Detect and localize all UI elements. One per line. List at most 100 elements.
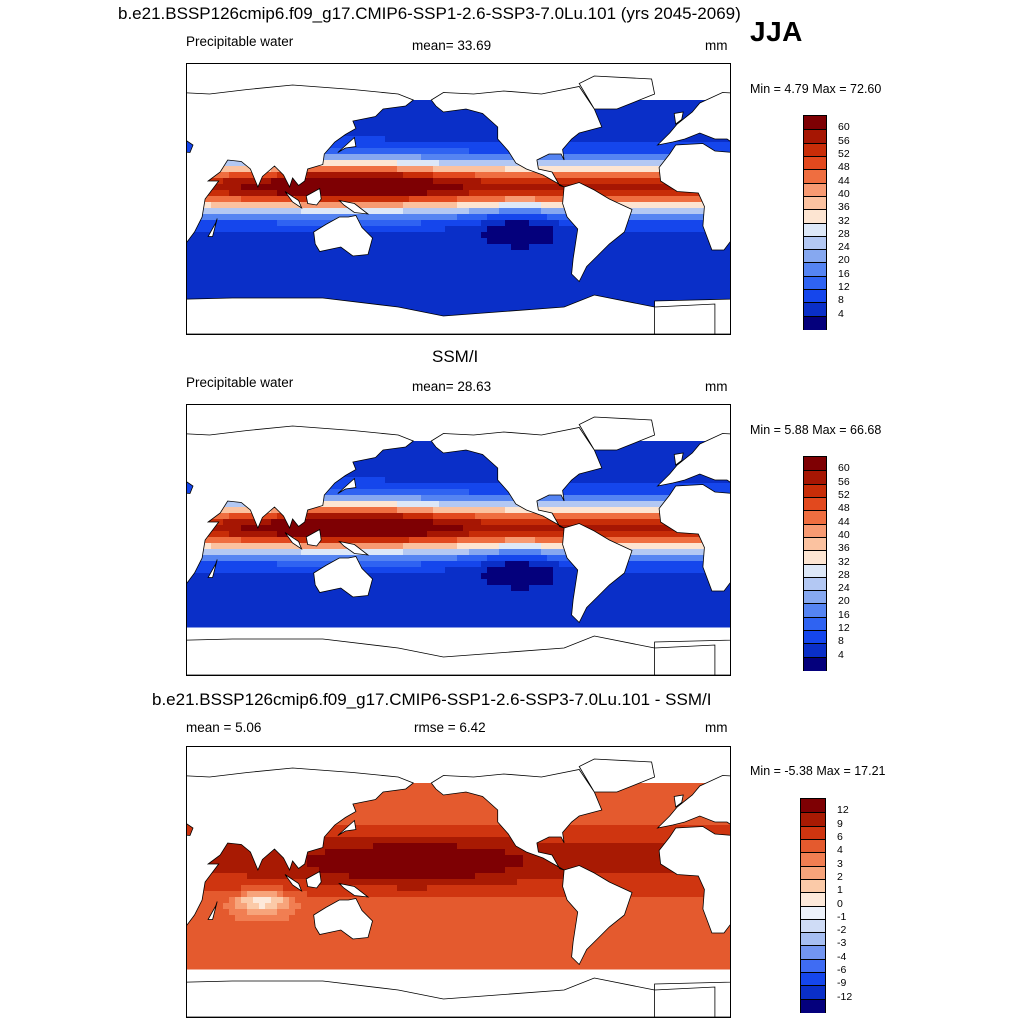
field-cell — [481, 262, 488, 269]
field-cell — [457, 280, 464, 287]
field-cell — [451, 453, 458, 460]
field-cell — [211, 220, 218, 227]
field-cell — [463, 118, 470, 125]
field-cell — [325, 280, 332, 287]
field-cell — [625, 184, 632, 191]
field-cell — [607, 184, 614, 191]
field-cell — [619, 250, 626, 257]
field-cell — [505, 286, 512, 293]
field-cell — [697, 226, 704, 233]
field-cell — [259, 525, 266, 532]
field-cell — [643, 262, 650, 269]
field-cell — [307, 244, 314, 251]
field-cell — [337, 531, 344, 538]
field-cell — [235, 238, 242, 245]
field-cell — [685, 268, 692, 275]
field-cell — [439, 142, 446, 149]
field-cell — [403, 190, 410, 197]
field-cell — [625, 190, 632, 197]
field-cell — [619, 118, 626, 125]
field-cell — [193, 286, 200, 293]
field-cell — [229, 202, 236, 209]
field-cell — [217, 519, 224, 526]
field-cell — [505, 184, 512, 191]
field-cell — [547, 190, 554, 197]
field-cell — [187, 483, 194, 490]
field-cell — [619, 112, 626, 119]
field-cell — [625, 106, 632, 113]
field-cell — [625, 172, 632, 179]
field-cell — [535, 196, 542, 203]
field-cell — [433, 250, 440, 257]
field-cell — [391, 136, 398, 143]
field-cell — [397, 274, 404, 281]
field-cell — [625, 471, 632, 478]
field-cell — [433, 220, 440, 227]
field-cell — [643, 250, 650, 257]
field-cell — [721, 256, 728, 263]
field-cell — [445, 232, 452, 239]
field-cell — [559, 495, 566, 502]
field-cell — [457, 513, 464, 520]
field-cell — [607, 274, 614, 281]
field-cell — [523, 178, 530, 185]
field-cell — [601, 483, 608, 490]
field-cell — [379, 483, 386, 490]
field-cell — [271, 268, 278, 275]
field-cell — [235, 244, 242, 251]
field-cell — [439, 513, 446, 520]
field-cell — [319, 274, 326, 281]
field-cell — [571, 148, 578, 155]
field-cell — [253, 184, 260, 191]
field-cell — [559, 244, 566, 251]
field-cell — [631, 160, 638, 167]
field-cell — [469, 268, 476, 275]
field-cell — [415, 100, 422, 107]
field-cell — [529, 250, 536, 257]
field-cell — [397, 244, 404, 251]
field-cell — [679, 232, 686, 239]
field-cell — [685, 238, 692, 245]
field-cell — [463, 477, 470, 484]
field-cell — [583, 130, 590, 137]
field-cell — [661, 250, 668, 257]
field-cell — [619, 160, 626, 167]
field-cell — [343, 196, 350, 203]
field-cell — [649, 525, 656, 532]
field-cell — [547, 501, 554, 508]
field-cell — [379, 507, 386, 514]
field-cell — [637, 268, 644, 275]
field-cell — [553, 196, 560, 203]
field-cell — [661, 184, 668, 191]
field-cell — [601, 262, 608, 269]
field-cell — [361, 130, 368, 137]
field-cell — [385, 118, 392, 125]
field-cell — [547, 519, 554, 526]
field-cell — [517, 298, 524, 305]
panel1-units-label: mm — [705, 38, 728, 53]
field-cell — [451, 130, 458, 137]
field-cell — [319, 172, 326, 179]
field-cell — [289, 268, 296, 275]
field-cell — [457, 495, 464, 502]
field-cell — [661, 142, 668, 149]
field-cell — [349, 160, 356, 167]
field-cell — [667, 232, 674, 239]
field-cell — [385, 154, 392, 161]
field-cell — [649, 489, 656, 496]
field-cell — [343, 274, 350, 281]
field-cell — [301, 525, 308, 532]
field-cell — [421, 292, 428, 299]
field-cell — [451, 298, 458, 305]
field-cell — [373, 136, 380, 143]
field-cell — [397, 489, 404, 496]
field-cell — [517, 178, 524, 185]
field-cell — [589, 292, 596, 299]
field-cell — [577, 172, 584, 179]
field-cell — [469, 471, 476, 478]
field-cell — [373, 256, 380, 263]
field-cell — [553, 172, 560, 179]
field-cell — [379, 292, 386, 299]
field-cell — [259, 214, 266, 221]
field-cell — [661, 274, 668, 281]
